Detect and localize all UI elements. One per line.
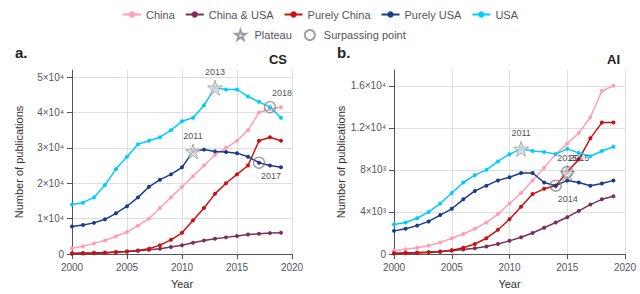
svg-text:2011: 2011 <box>511 128 530 138</box>
svg-text:2014: 2014 <box>558 194 578 204</box>
svg-text:2020: 2020 <box>614 262 637 273</box>
svg-text:USA: USA <box>495 9 518 21</box>
svg-text:Surpassing point: Surpassing point <box>324 29 406 41</box>
svg-text:2000: 2000 <box>61 262 84 273</box>
svg-text:5×10⁴: 5×10⁴ <box>37 72 64 83</box>
svg-text:2000: 2000 <box>383 262 406 273</box>
svg-text:3×10⁴: 3×10⁴ <box>37 142 64 153</box>
svg-text:4×10⁴: 4×10⁴ <box>37 107 64 118</box>
svg-text:2011: 2011 <box>183 131 202 141</box>
svg-text:Plateau: Plateau <box>255 29 292 41</box>
svg-text:2018: 2018 <box>272 88 292 98</box>
svg-text:2017: 2017 <box>261 171 281 181</box>
svg-text:2020: 2020 <box>281 262 304 273</box>
svg-text:0: 0 <box>58 249 64 260</box>
svg-text:2015: 2015 <box>556 262 579 273</box>
svg-text:1.2×10⁴: 1.2×10⁴ <box>351 122 386 133</box>
svg-text:AI: AI <box>607 52 620 67</box>
svg-text:Number of publications: Number of publications <box>13 105 25 218</box>
svg-text:Year: Year <box>498 278 521 290</box>
svg-text:2015: 2015 <box>569 153 589 163</box>
svg-text:2×10⁴: 2×10⁴ <box>37 178 64 189</box>
svg-text:2010: 2010 <box>171 262 194 273</box>
svg-text:8×10³: 8×10³ <box>360 164 387 175</box>
svg-text:2015: 2015 <box>226 262 249 273</box>
svg-text:0: 0 <box>380 249 386 260</box>
svg-text:2005: 2005 <box>116 262 139 273</box>
svg-text:China & USA: China & USA <box>209 9 274 21</box>
svg-text:2013: 2013 <box>205 67 225 77</box>
svg-text:China: China <box>146 9 176 21</box>
svg-text:4×10³: 4×10³ <box>360 206 387 217</box>
svg-text:1×10⁴: 1×10⁴ <box>37 213 64 224</box>
svg-text:Year: Year <box>171 278 194 290</box>
svg-text:Purely USA: Purely USA <box>405 9 463 21</box>
svg-text:1.6×10⁴: 1.6×10⁴ <box>351 80 386 91</box>
svg-text:Number of publications: Number of publications <box>335 105 347 218</box>
svg-text:2010: 2010 <box>498 262 521 273</box>
svg-text:a.: a. <box>15 44 28 61</box>
svg-text:CS: CS <box>269 52 287 67</box>
svg-text:Purely China: Purely China <box>308 9 372 21</box>
svg-text:2005: 2005 <box>441 262 464 273</box>
svg-text:2015: 2015 <box>557 152 578 163</box>
svg-text:b.: b. <box>337 44 350 61</box>
